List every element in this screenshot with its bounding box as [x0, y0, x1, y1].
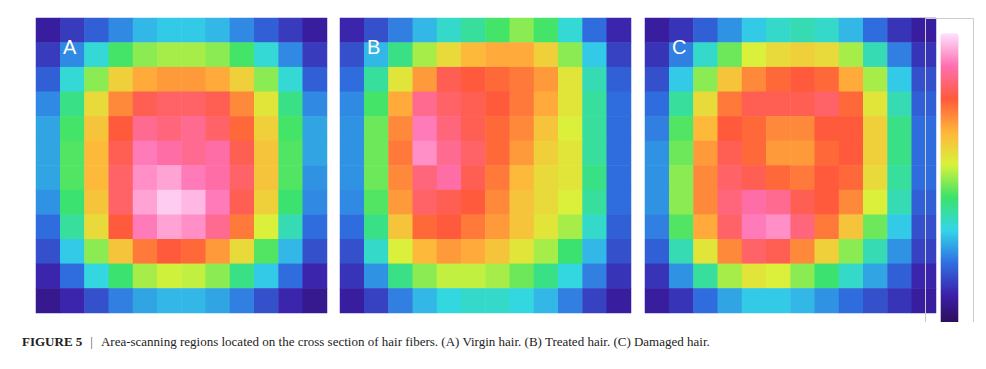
svg-text:A: A	[63, 36, 77, 58]
html-text:Area-scanning regions located: Area-scanning regions located on the cro…	[100, 334, 710, 349]
html-text:FIGURE 5: FIGURE 5	[22, 334, 83, 349]
svg-text:C: C	[672, 36, 686, 58]
svg-text:B: B	[367, 36, 380, 58]
